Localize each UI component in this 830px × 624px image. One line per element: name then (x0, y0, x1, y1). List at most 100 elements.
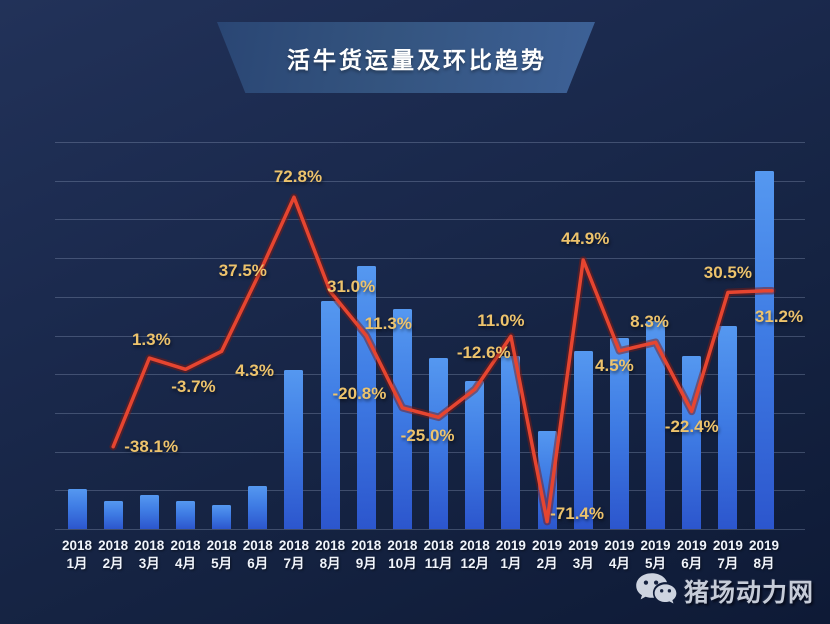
x-axis-label: 2018 12月 (451, 537, 499, 573)
x-axis-label-month: 8月 (753, 556, 775, 571)
x-axis-label-year: 2019 (604, 538, 635, 553)
x-axis-label-year: 2018 (459, 538, 490, 553)
bar-2018-6月 (248, 486, 268, 529)
x-axis-label: 2018 8月 (306, 537, 354, 573)
x-axis-label: 2019 8月 (740, 537, 788, 573)
x-axis-label-year: 2018 (351, 538, 382, 553)
x-axis-label-month: 2月 (102, 556, 124, 571)
x-axis-label-month: 2月 (536, 556, 558, 571)
gridline (55, 219, 805, 221)
x-axis-label: 2018 10月 (378, 537, 426, 573)
bar-2019-8月 (754, 171, 774, 529)
gridline (55, 142, 805, 143)
line-value-label: -38.1% (124, 436, 179, 456)
gridline (55, 180, 805, 182)
x-axis-label-year: 2018 (61, 538, 93, 553)
x-axis-label-month: 7月 (283, 556, 305, 571)
x-axis-label: 2019 1月 (487, 537, 535, 573)
x-axis-label-month: 10月 (388, 556, 417, 571)
x-axis-label-month: 3月 (138, 556, 160, 571)
x-axis-label-month: 6月 (247, 556, 269, 571)
line-value-label: 44.9% (561, 228, 610, 248)
line-value-label: -12.6% (456, 343, 511, 363)
line-value-label: 31.0% (327, 277, 376, 297)
x-axis-label-year: 2019 (495, 538, 526, 553)
bar-2018-7月 (284, 370, 304, 529)
x-axis-label: 2018 11月 (415, 537, 463, 573)
x-axis-label-month: 12月 (460, 556, 490, 571)
bar-2019-1月 (501, 356, 521, 529)
line-value-label: -71.4% (550, 503, 605, 523)
line-value-label: -3.7% (171, 377, 216, 397)
x-axis-label-month: 8月 (319, 556, 341, 571)
gridline (55, 529, 805, 530)
x-axis-label-month: 4月 (608, 556, 630, 571)
x-axis-label-month: 1月 (500, 556, 522, 571)
bar-2018-12月 (465, 381, 485, 529)
x-axis-label: 2018 4月 (161, 537, 209, 573)
x-axis-label: 2019 3月 (559, 537, 607, 573)
x-axis-label-year: 2019 (712, 538, 743, 553)
x-axis-label-year: 2018 (134, 538, 165, 553)
bar-2019-5月 (646, 321, 666, 529)
x-axis-label-year: 2018 (387, 538, 418, 553)
line-value-label: -22.4% (664, 417, 719, 437)
chart-title-banner: 活牛货运量及环比趋势 (217, 22, 595, 93)
x-axis-label: 2019 2月 (523, 537, 571, 573)
x-axis-label-year: 2018 (242, 538, 273, 553)
x-axis-label-year: 2019 (676, 538, 707, 553)
bar-2018-1月 (67, 489, 87, 529)
bar-2018-10月 (392, 309, 412, 529)
bar-2019-3月 (573, 351, 593, 529)
x-axis-label-month: 5月 (645, 556, 667, 571)
x-axis-label-year: 2019 (568, 538, 599, 553)
x-axis-label-month: 11月 (424, 556, 453, 571)
x-axis-label-year: 2018 (423, 538, 454, 553)
watermark-text: 猪场动力网 (683, 579, 814, 607)
x-axis-label: 2019 6月 (668, 537, 716, 573)
x-axis-label-month: 7月 (717, 556, 739, 571)
x-axis-label: 2018 1月 (53, 537, 101, 573)
line-value-label: 1.3% (131, 330, 171, 350)
line-value-label: 37.5% (218, 260, 267, 280)
x-axis-label: 2019 4月 (595, 537, 643, 573)
line-value-label: 4.3% (235, 361, 274, 381)
line-value-label: 72.8% (273, 167, 323, 187)
x-axis-label-month: 9月 (355, 556, 377, 571)
chart-title: 活牛货运量及环比趋势 (287, 46, 547, 73)
x-axis-label-month: 5月 (211, 556, 233, 571)
x-axis-label: 2018 2月 (89, 537, 137, 573)
line-value-label: -25.0% (400, 426, 455, 446)
x-axis-label-month: 1月 (66, 556, 88, 571)
x-axis-label: 2018 7月 (270, 537, 318, 573)
x-axis-label: 2018 3月 (125, 537, 173, 573)
x-axis-label: 2019 7月 (704, 537, 752, 573)
watermark: 猪场动力网 (634, 570, 814, 612)
x-axis-label-month: 4月 (174, 556, 196, 571)
bar-2018-4月 (175, 501, 195, 529)
bar-2018-8月 (320, 301, 340, 529)
x-axis-label-year: 2018 (170, 538, 201, 553)
line-value-label: 4.5% (595, 355, 634, 375)
line-value-label: 11.0% (477, 311, 525, 331)
wechat-icon (636, 573, 677, 604)
x-axis-label-year: 2019 (640, 538, 671, 553)
bar-2018-2月 (103, 501, 123, 529)
line-value-label: 8.3% (630, 312, 669, 332)
x-axis-label: 2019 5月 (632, 537, 680, 573)
bar-2018-5月 (212, 505, 232, 529)
bar-2018-3月 (139, 495, 159, 529)
x-axis-label-year: 2018 (315, 538, 346, 553)
x-axis-label-year: 2019 (532, 538, 563, 553)
bar-2019-6月 (682, 356, 702, 529)
line-value-label: 30.5% (703, 263, 752, 283)
x-axis-label-year: 2018 (98, 538, 129, 553)
x-axis-label: 2018 6月 (234, 537, 282, 573)
x-axis-label-year: 2019 (749, 538, 780, 553)
x-axis-label-year: 2018 (278, 538, 309, 553)
gridline (55, 296, 805, 298)
x-axis-label-year: 2018 (206, 538, 237, 553)
x-axis-label-month: 3月 (572, 556, 594, 571)
